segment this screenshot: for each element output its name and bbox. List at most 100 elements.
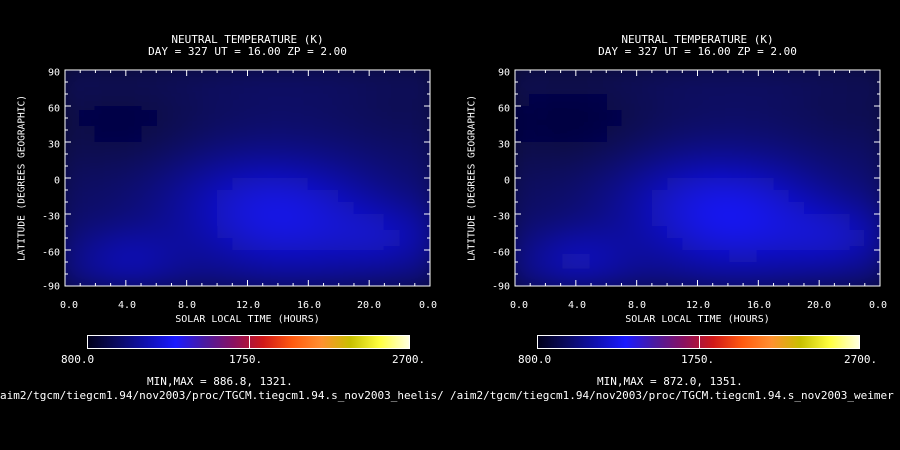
heatmap-cell	[262, 238, 279, 251]
heatmap-cell	[713, 286, 729, 299]
heatmap-cell	[384, 142, 401, 155]
heatmap-cell	[621, 190, 638, 203]
heatmap-cell	[560, 142, 577, 155]
heatmap-cell	[545, 94, 562, 107]
y-tick-label: 90	[497, 67, 510, 79]
heatmap-cell	[560, 190, 577, 203]
heatmap-cell	[217, 262, 234, 275]
heatmap-cell	[369, 214, 386, 227]
heatmap-cell	[575, 190, 593, 203]
heatmap-cell	[788, 238, 805, 251]
heatmap-plot	[64, 69, 431, 287]
heatmap-cell	[262, 94, 279, 107]
y-tick-label: 60	[497, 103, 510, 115]
heatmap-cell	[591, 250, 608, 263]
heatmap-cell	[697, 250, 714, 263]
heatmap-cell	[80, 202, 97, 215]
heatmap-cell	[712, 118, 729, 131]
heatmap-cell	[727, 178, 745, 191]
heatmap-cell	[430, 226, 446, 239]
heatmap-cell	[201, 130, 219, 143]
heatmap-cell	[232, 214, 249, 227]
heatmap-cell	[323, 70, 340, 83]
heatmap-cell	[262, 130, 279, 143]
heatmap-cell	[186, 214, 203, 227]
heatmap-cell	[803, 118, 821, 131]
heatmap-cell	[819, 118, 836, 131]
heatmap-cell	[171, 190, 188, 203]
heatmap-cell	[591, 274, 608, 286]
heatmap-cell	[606, 178, 623, 191]
heatmap-cell	[384, 238, 401, 251]
heatmap-cell	[606, 70, 623, 83]
heatmap-cell	[758, 250, 775, 263]
heatmap-cell	[606, 190, 623, 203]
heatmap-cell	[262, 214, 279, 227]
heatmap-cell	[575, 166, 593, 179]
heatmap-cell	[621, 286, 637, 299]
heatmap-cell	[293, 70, 310, 71]
heatmap-cell	[201, 154, 219, 167]
heatmap-cell	[789, 286, 805, 299]
heatmap-cell	[682, 274, 699, 286]
heatmap-cell	[712, 82, 729, 95]
x-tick-label: 12.0	[235, 300, 261, 311]
heatmap-cell	[248, 286, 264, 299]
heatmap-cell	[712, 238, 729, 251]
heatmap-cell	[560, 262, 577, 275]
heatmap-cell	[323, 106, 340, 119]
heatmap-cell	[743, 262, 760, 275]
heatmap-cell	[850, 286, 866, 299]
heatmap-cell	[414, 238, 430, 251]
heatmap-cell	[636, 130, 653, 143]
heatmap-cell	[727, 166, 745, 179]
heatmap-cell	[667, 262, 684, 275]
heatmap-cell	[187, 286, 203, 299]
heatmap-cell	[262, 190, 279, 203]
heatmap-cell	[293, 82, 310, 95]
heatmap-cell	[293, 202, 310, 215]
heatmap-cell	[217, 238, 234, 251]
heatmap-cell	[515, 226, 516, 239]
heatmap-cell	[651, 130, 669, 143]
heatmap-cell	[834, 166, 851, 179]
heatmap-cell	[515, 82, 532, 95]
heatmap-cell	[788, 82, 805, 95]
heatmap-cell	[141, 262, 158, 275]
heatmap-cell	[560, 82, 577, 95]
heatmap-cell	[545, 142, 562, 155]
x-tick-label: 0.0	[868, 300, 888, 311]
heatmap-cell	[591, 202, 608, 215]
heatmap-cell	[156, 166, 173, 179]
heatmap-cell	[125, 274, 143, 286]
heatmap-cell	[323, 178, 340, 191]
heatmap-cell	[697, 130, 714, 143]
heatmap-cell	[430, 214, 446, 227]
heatmap-cell	[369, 238, 386, 251]
heatmap-cell	[743, 82, 760, 95]
heatmap-cell	[864, 94, 880, 107]
heatmap-cell	[591, 286, 607, 299]
heatmap-cell	[65, 190, 66, 203]
heatmap-cell	[400, 286, 416, 299]
heatmap-cell	[201, 238, 219, 251]
heatmap-cell	[141, 70, 158, 83]
heatmap-cell	[141, 190, 158, 203]
heatmap-cell	[880, 106, 896, 119]
heatmap-cell	[399, 106, 416, 119]
heatmap-cell	[606, 154, 623, 167]
heatmap-cell	[803, 70, 821, 83]
heatmap-cell	[430, 118, 446, 131]
heatmap-cell	[293, 178, 310, 191]
heatmap-cell	[414, 166, 430, 179]
heatmap-cell	[141, 154, 158, 167]
heatmap-cell	[414, 262, 430, 275]
heatmap-cell	[636, 178, 653, 191]
heatmap-cell	[698, 286, 714, 299]
heatmap-cell	[682, 202, 699, 215]
heatmap-cell	[743, 166, 760, 179]
heatmap-cell	[834, 250, 851, 263]
heatmap-cell	[773, 70, 790, 83]
heatmap-cell	[339, 286, 355, 299]
colorbar-max-label: 2700.	[392, 353, 426, 366]
